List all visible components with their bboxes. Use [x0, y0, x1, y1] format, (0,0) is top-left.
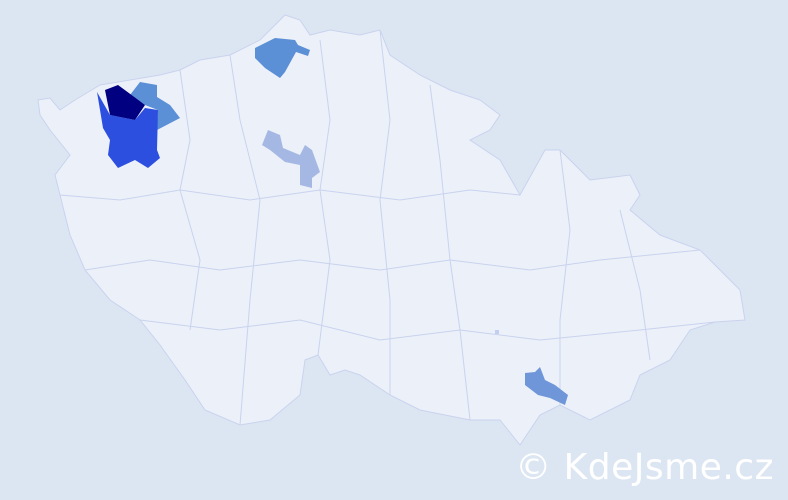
northwest-district-high [97, 92, 160, 168]
watermark: © KdeJsme.cz [515, 447, 774, 488]
north-district-mid [255, 38, 310, 78]
northwest-district-mid [130, 82, 180, 130]
central-district-low [262, 130, 320, 188]
small-district-low [495, 330, 499, 334]
country-outline [37, 14, 746, 446]
south-moravia-district-mid [525, 367, 568, 405]
northwest-district-darkest [105, 85, 145, 120]
district-borders [59, 29, 716, 426]
